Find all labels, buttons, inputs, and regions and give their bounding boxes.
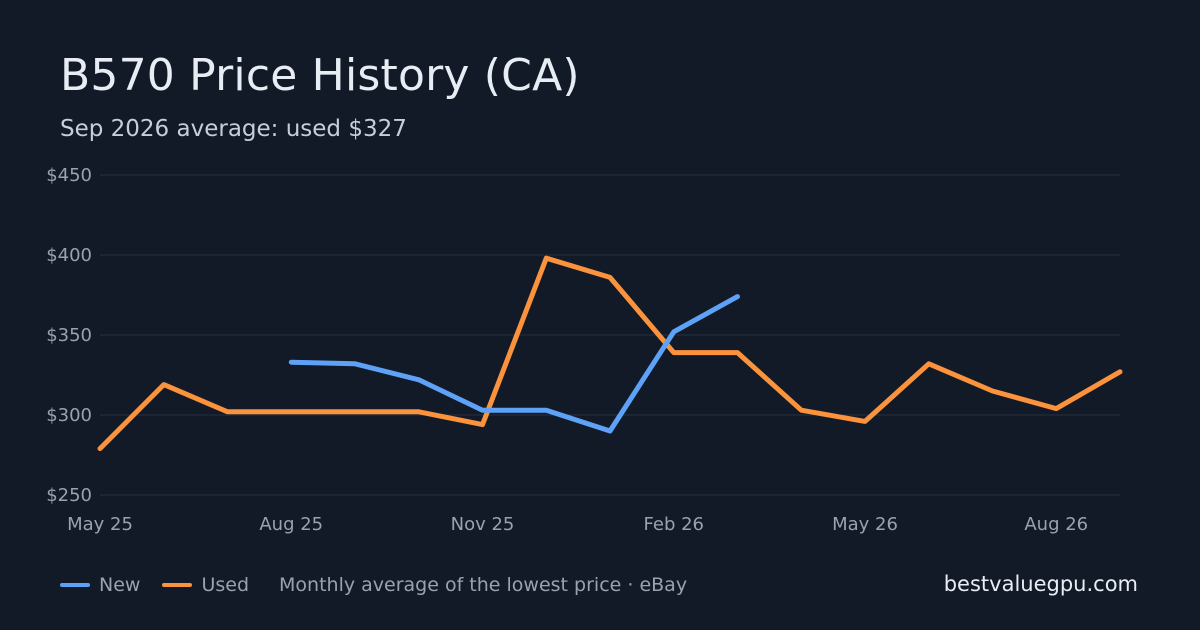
series-lines (97, 255, 1123, 452)
legend-swatch-new (60, 583, 90, 587)
legend: New Used Monthly average of the lowest p… (60, 574, 687, 596)
site-brand: bestvaluegpu.com (943, 572, 1138, 596)
y-tick-label: $400 (46, 245, 92, 266)
series-line-used (97, 255, 1123, 452)
grid-lines (100, 174, 1120, 496)
y-axis-ticks: $250 $300 $350 $400 $450 (46, 165, 92, 506)
y-tick-label: $350 (46, 325, 92, 346)
x-tick-label: Nov 25 (451, 514, 515, 535)
legend-label-used: Used (201, 574, 250, 596)
x-tick-label: May 25 (67, 514, 133, 535)
y-tick-label: $300 (46, 405, 92, 426)
x-axis-ticks: May 25 Aug 25 Nov 25 Feb 26 May 26 Aug 26 (67, 514, 1088, 535)
chart-subtitle: Sep 2026 average: used $327 (60, 116, 407, 142)
y-tick-label: $450 (46, 165, 92, 186)
x-tick-label: Aug 26 (1024, 514, 1088, 535)
chart-annotation: Monthly average of the lowest price · eB… (279, 574, 688, 596)
x-tick-label: Feb 26 (644, 514, 705, 535)
chart-title: B570 Price History (CA) (60, 50, 580, 101)
x-tick-label: Aug 25 (259, 514, 323, 535)
x-tick-label: May 26 (832, 514, 898, 535)
series-line-new (288, 294, 740, 434)
legend-swatch-used (162, 583, 193, 587)
legend-label-new: New (99, 574, 141, 596)
y-tick-label: $250 (46, 485, 92, 506)
